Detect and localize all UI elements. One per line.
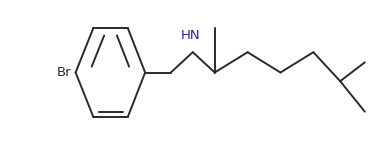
Text: HN: HN (181, 29, 201, 42)
Text: Br: Br (56, 66, 71, 79)
